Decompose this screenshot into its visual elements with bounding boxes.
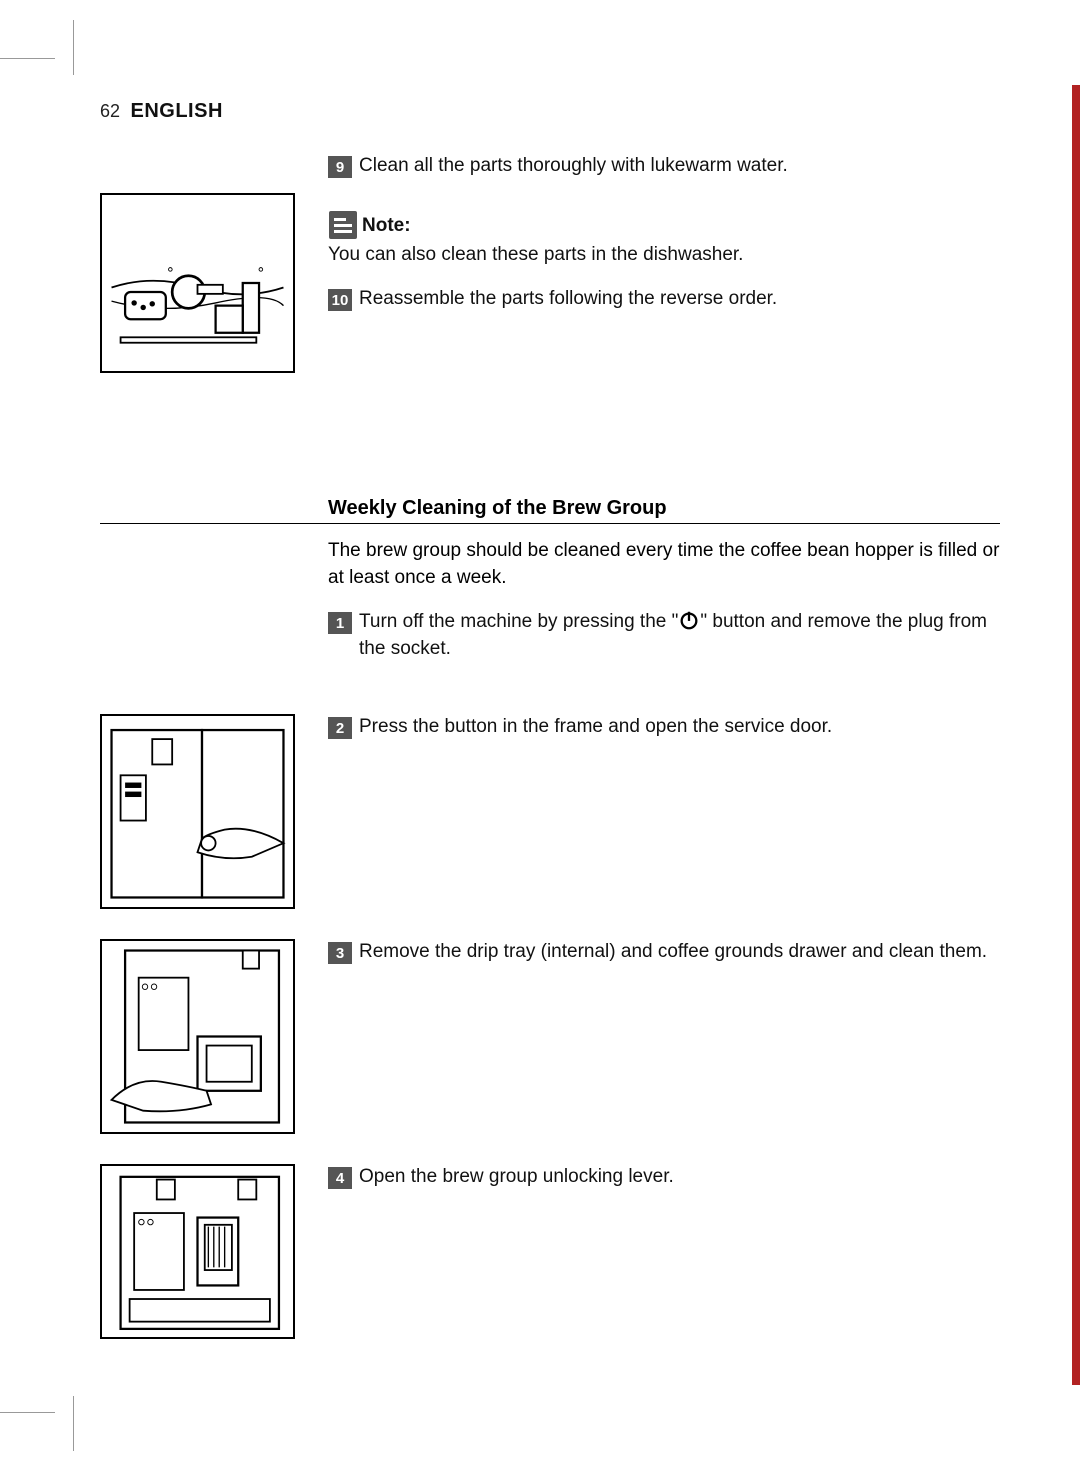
parts-in-water-illustration	[100, 193, 295, 373]
parts-illustration-svg	[107, 200, 288, 366]
crop-mark	[73, 1396, 74, 1451]
note-block: Note: You can also clean these parts in …	[328, 210, 1000, 269]
crop-mark	[0, 58, 55, 59]
step-number-badge: 10	[328, 289, 352, 311]
step-number-badge: 2	[328, 717, 352, 739]
manual-page: 62 ENGLISH 9	[100, 100, 1000, 1369]
note-header: Note:	[328, 210, 1000, 240]
step-4-row: 4 Open the brew group unlocking lever.	[100, 1164, 1000, 1339]
power-icon	[678, 609, 700, 631]
section-heading: Weekly Cleaning of the Brew Group	[328, 497, 667, 523]
step1-pre: Turn off the machine by pressing the "	[359, 611, 678, 632]
step-2: 2 Press the button in the frame and open…	[328, 714, 1000, 741]
step-text: Reassemble the parts following the rever…	[359, 286, 1000, 313]
step-text: Clean all the parts thoroughly with luke…	[359, 153, 1000, 180]
note-icon	[328, 210, 358, 240]
drip-tray-illustration	[100, 939, 295, 1134]
step-number-badge: 4	[328, 1167, 352, 1189]
step-text: Remove the drip tray (internal) and coff…	[359, 939, 1000, 966]
page-header: 62 ENGLISH	[100, 100, 1000, 123]
step-4: 4 Open the brew group unlocking lever.	[328, 1164, 1000, 1191]
unlocking-lever-illustration	[100, 1164, 295, 1339]
step-number-badge: 9	[328, 156, 352, 178]
service-door-illustration	[100, 714, 295, 909]
illustration-column	[100, 153, 310, 373]
step-3-row: 3 Remove the drip tray (internal) and co…	[100, 939, 1000, 1134]
section-intro: The brew group should be cleaned every t…	[328, 538, 1000, 591]
note-label: Note:	[362, 213, 411, 240]
step-9: 9 Clean all the parts thoroughly with lu…	[328, 153, 1000, 180]
language-label: ENGLISH	[130, 100, 222, 122]
step-number-badge: 1	[328, 612, 352, 634]
step-text: Turn off the machine by pressing the "" …	[359, 609, 1000, 662]
step-text: Open the brew group unlocking lever.	[359, 1164, 1000, 1191]
section-heading-row: Weekly Cleaning of the Brew Group	[100, 497, 1000, 524]
step-1-row: 1 Turn off the machine by pressing the "…	[100, 609, 1000, 676]
step-3: 3 Remove the drip tray (internal) and co…	[328, 939, 1000, 966]
step-1: 1 Turn off the machine by pressing the "…	[328, 609, 1000, 662]
text-column: 9 Clean all the parts thoroughly with lu…	[310, 153, 1000, 327]
crop-mark	[0, 1412, 55, 1413]
step-text: Press the button in the frame and open t…	[359, 714, 1000, 741]
crop-mark	[73, 20, 74, 75]
note-text: You can also clean these parts in the di…	[328, 242, 1000, 269]
step-number-badge: 3	[328, 942, 352, 964]
side-tab-bar	[1072, 85, 1080, 1385]
step-10: 10 Reassemble the parts following the re…	[328, 286, 1000, 313]
section-top: 9 Clean all the parts thoroughly with lu…	[100, 153, 1000, 373]
page-number: 62	[100, 101, 120, 121]
step-2-row: 2 Press the button in the frame and open…	[100, 714, 1000, 909]
